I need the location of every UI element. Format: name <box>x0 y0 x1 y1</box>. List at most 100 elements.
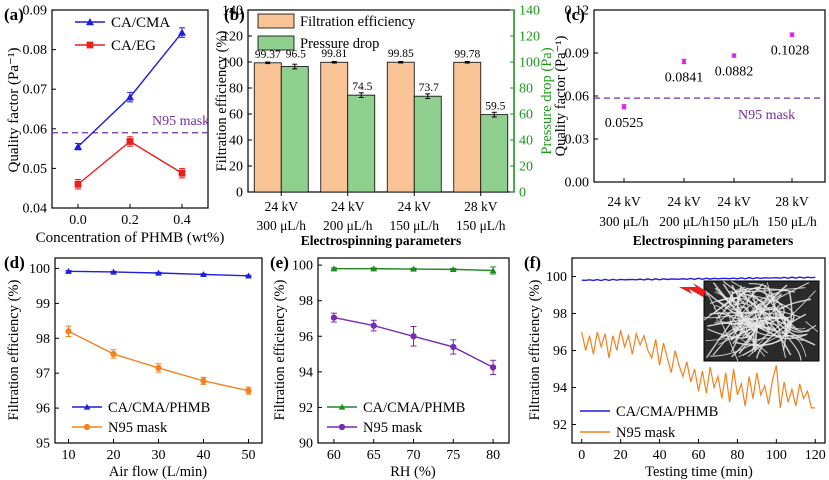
panel-a: 0.04 0.05 0.06 0.07 0.08 0.09 0.0 0.2 0.4 N95 mas… <box>4 4 224 247</box>
bar-value-label: 73.7 <box>419 82 439 94</box>
bar-value-label: 59.5 <box>485 101 505 113</box>
y-tick-label: 0.03 <box>565 133 590 148</box>
fiber <box>703 306 788 319</box>
data-point <box>732 53 736 58</box>
bar-value-label: 99.81 <box>321 48 347 60</box>
y-tick-label: 94 <box>553 381 567 396</box>
x-tick-label: 60 <box>692 448 706 463</box>
y-tick-label: 0.00 <box>565 176 590 191</box>
y-tick-label: 96 <box>36 402 50 417</box>
series-line <box>77 140 183 185</box>
fiber <box>707 317 792 337</box>
y-tick-label: 80 <box>519 82 533 97</box>
legend-label: CA/CMA/PHMB <box>363 400 465 416</box>
x-tick-label: 40 <box>653 448 667 463</box>
series-line <box>581 276 816 282</box>
fiber <box>741 288 748 299</box>
data-point <box>622 104 626 109</box>
legend-label: N95 mask <box>616 425 676 441</box>
bar <box>386 61 415 193</box>
fiber <box>728 312 784 346</box>
data-point <box>178 28 186 36</box>
panel-label: (c) <box>566 5 585 24</box>
data-point <box>126 138 134 145</box>
point-value-label: 0.0525 <box>605 116 644 131</box>
bar-value-label: 99.85 <box>388 48 414 60</box>
x-tick-label: 50 <box>242 448 256 463</box>
legend-label: CA/CMA/PHMB <box>108 400 210 416</box>
y-tick-label: 98 <box>299 294 313 309</box>
bar-value-label: 74.5 <box>352 81 372 93</box>
x-tick-label: 20 <box>614 448 628 463</box>
data-point <box>245 387 252 394</box>
data-point <box>200 271 207 278</box>
x-tick-label: 28 kV <box>464 199 498 214</box>
bar <box>280 66 309 193</box>
bar <box>413 95 442 193</box>
y-tick-label: 97 <box>36 367 50 382</box>
x-tick-label: 40 <box>197 448 211 463</box>
panel-b: 0 20 40 60 80 100 120 140 0 20 40 60 80 100 120 140 99.3… <box>214 4 555 249</box>
x-tick-label: 80 <box>730 448 744 463</box>
data-point <box>200 377 207 385</box>
data-point <box>83 423 91 431</box>
x-tick-label: 60 <box>327 448 341 463</box>
y-tick-label: 40 <box>519 134 533 149</box>
x-tick-label: 300 μL/h <box>256 218 306 233</box>
x-tick-label: 0 <box>578 448 585 463</box>
y-tick-label: 0.08 <box>23 43 48 58</box>
data-point <box>449 266 457 273</box>
bar <box>480 114 509 193</box>
x-tick-label: 24 kV <box>667 194 701 209</box>
data-point <box>338 423 346 431</box>
y-tick-label: 0.07 <box>23 83 48 98</box>
y-tick-label: 20 <box>519 160 533 175</box>
x-tick-label: 70 <box>407 448 421 463</box>
x-tick-label: 0.2 <box>121 213 139 228</box>
data-point <box>790 32 794 37</box>
panel-label: (e) <box>270 253 289 272</box>
panel-label: (a) <box>4 5 24 24</box>
fiber <box>731 328 755 358</box>
data-point <box>83 403 91 410</box>
panel-c: 0.00 0.03 0.06 0.09 0.12 N95 mask 0.0525 24 kV 3… <box>553 4 826 248</box>
x-axis-label: Air flow (L/min) <box>109 464 207 480</box>
fiber <box>738 292 775 358</box>
fiber <box>718 311 778 332</box>
x-tick-label: 0.4 <box>173 213 191 228</box>
y-tick-label: 0.09 <box>565 47 590 62</box>
x-tick-label: 200 μL/h <box>659 214 709 229</box>
legend-label: Filtration efficiency <box>300 14 416 30</box>
y-axis-label: Quality factor (Pa⁻¹) <box>6 48 22 173</box>
y-tick-label: 98 <box>553 307 567 322</box>
y-axis-label: Filtration efficiency (%) <box>272 280 288 421</box>
x-axis-label: Electrospinning parameters <box>301 233 462 248</box>
data-point <box>110 350 117 358</box>
bar-value-label: 96.5 <box>286 49 306 61</box>
y-tick-label: 0.12 <box>565 4 590 19</box>
fiber <box>709 290 816 357</box>
y-tick-label: 0.05 <box>23 162 48 177</box>
y-tick-label: 0.06 <box>23 122 48 137</box>
data-point <box>410 265 417 272</box>
fiber <box>705 291 758 342</box>
fiber <box>805 321 819 333</box>
point-value-label: 0.1028 <box>771 44 810 59</box>
x-tick-label: 24 kV <box>331 199 365 214</box>
panel-label: (d) <box>4 253 25 272</box>
bar-value-label: 99.78 <box>454 48 480 60</box>
reference-label: N95 mask <box>152 114 209 129</box>
x-tick-label: 150 μL/h <box>767 214 817 229</box>
fiber <box>731 284 745 304</box>
y-tick-label: 100 <box>222 56 243 71</box>
bar <box>320 61 349 193</box>
legend-label: Pressure drop <box>300 36 379 52</box>
y-tick-label: 99 <box>36 297 50 312</box>
y-tick-label: 92 <box>553 418 567 433</box>
data-point <box>489 364 497 371</box>
data-point <box>65 267 72 274</box>
fiber <box>705 290 781 339</box>
fiber <box>756 313 807 359</box>
fiber <box>717 297 770 331</box>
